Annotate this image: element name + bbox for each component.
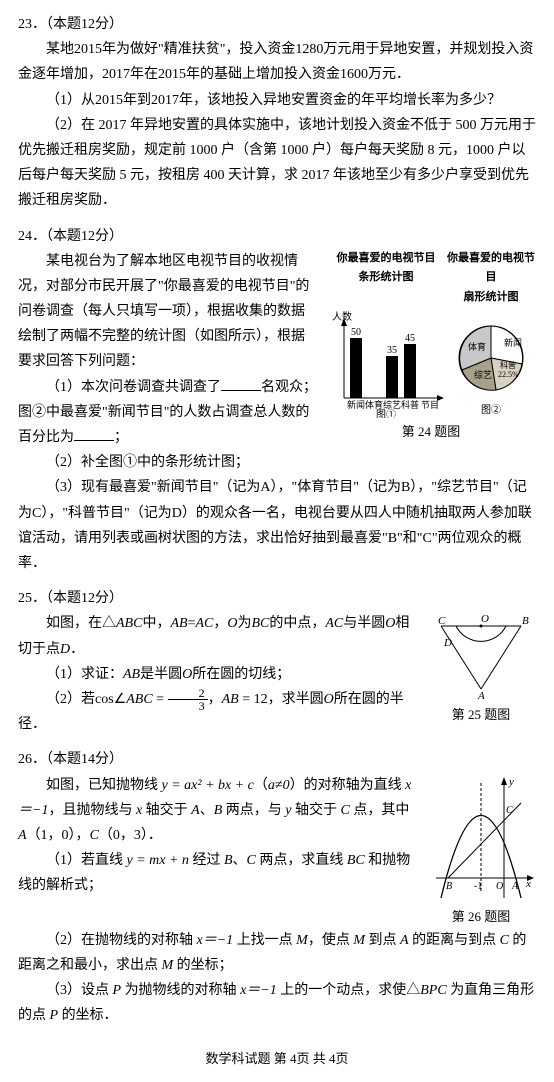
q25-s2: （2）若cos∠ABC = 23，AB = 12，求半圆O所在圆的半径． — [18, 687, 418, 737]
svg-text:B: B — [446, 881, 452, 892]
blank-2 — [74, 427, 114, 441]
fig2-label: 图② — [481, 404, 501, 416]
svg-text:A: A — [511, 881, 519, 892]
svg-text:-1: -1 — [474, 881, 482, 892]
svg-text:科普: 科普 — [401, 399, 419, 410]
q25-diagram: C B O D A — [426, 611, 536, 701]
pie-chart: 新闻 体育 综艺 科普 22.5% 图② — [446, 308, 536, 418]
svg-text:C: C — [438, 615, 446, 627]
question-25: 25．（本题12分） 如图，在△ABC中，AB=AC，O为BC的中点，AC与半圆… — [18, 586, 536, 737]
bar-chart-title: 你最喜爱的电视节目 条形统计图 — [326, 249, 446, 308]
svg-text:综艺: 综艺 — [474, 369, 492, 380]
svg-text:22.5%: 22.5% — [498, 370, 519, 379]
bar-science — [404, 344, 416, 398]
q24-caption: 第 24 题图 — [402, 420, 461, 443]
q24-s1: （1）本次问卷调查共调查了名观众；图②中最喜爱"新闻节目"的人数占调查总人数的百… — [18, 375, 318, 451]
question-24: 24．（本题12分） 某电视台为了解本地区电视节目的收视情况，对部分市民开展了"… — [18, 224, 536, 577]
q26-s1: （1）若直线 y = mx + n 经过 B、C 两点，求直线 BC 和抛物线的… — [18, 848, 418, 898]
svg-text:x: x — [525, 878, 531, 890]
q25-p1: 如图，在△ABC中，AB=AC，O为BC的中点，AC与半圆O相切于点D． — [18, 611, 418, 661]
svg-text:节目: 节目 — [421, 400, 439, 410]
q26-diagram: x y C B A O -1 — [426, 773, 536, 903]
bar-science-val: 45 — [405, 333, 415, 344]
svg-text:y: y — [508, 776, 514, 788]
question-26: 26．（本题14分） 如图，已知抛物线 y = ax² + bx + c（a≠0… — [18, 747, 536, 1028]
svg-text:D: D — [443, 637, 452, 649]
q25-header: 25．（本题12分） — [18, 586, 536, 611]
page-footer: 数学科试题 第 4页 共 4页 — [18, 1047, 536, 1070]
svg-text:体育: 体育 — [365, 399, 383, 410]
svg-text:O: O — [496, 881, 503, 892]
q25-figure: C B O D A 第 25 题图 — [426, 611, 536, 737]
q26-s2: （2）在抛物线的对称轴 x＝−1 上找一点 M，使点 M 到点 A 的距离与到点… — [18, 928, 536, 978]
ylabel: 人数 — [332, 310, 352, 323]
question-23: 23．（本题12分） 某地2015年为做好"精准扶贫"，投入资金1280万元用于… — [18, 12, 536, 214]
q24-figure: 你最喜爱的电视节目 条形统计图 你最喜爱的电视节目 扇形统计图 人数 50 35 — [326, 249, 536, 451]
q23-s1: （1）从2015年到2017年，该地投入异地安置资金的年平均增长率为多少？ — [18, 88, 536, 113]
fig1-label: 图① — [376, 409, 396, 418]
bar-variety — [386, 356, 398, 398]
q26-s3: （3）设点 P 为抛物线的对称轴 x＝−1 上的一个动点，求使△BPC 为直角三… — [18, 978, 536, 1028]
q26-caption: 第 26 题图 — [452, 905, 511, 928]
svg-text:科普: 科普 — [500, 360, 516, 370]
q26-p1: 如图，已知抛物线 y = ax² + bx + c（a≠0）的对称轴为直线 x＝… — [18, 773, 418, 849]
q24-s3: （3）现有最喜爱"新闻节目"（记为A），"体育节目"（记为B），"综艺节目"（记… — [18, 475, 536, 576]
q24-header: 24．（本题12分） — [18, 224, 536, 249]
bar-variety-val: 35 — [387, 345, 397, 356]
svg-text:B: B — [522, 615, 529, 627]
blank-1 — [221, 377, 261, 391]
pie-chart-title: 你最喜爱的电视节目 扇形统计图 — [446, 249, 536, 308]
svg-text:C: C — [506, 805, 513, 816]
svg-text:综艺: 综艺 — [383, 399, 401, 410]
q25-caption: 第 25 题图 — [452, 703, 511, 726]
q26-figure: x y C B A O -1 第 26 题图 — [426, 773, 536, 928]
bar-news — [350, 338, 362, 398]
q23-header: 23．（本题12分） — [18, 12, 536, 37]
q25-s1: （1）求证：AB是半圆O所在圆的切线； — [18, 662, 418, 687]
q24-s2: （2）补全图①中的条形统计图； — [18, 450, 536, 475]
svg-text:新闻: 新闻 — [347, 399, 365, 410]
svg-text:A: A — [477, 690, 485, 701]
q23-p1: 某地2015年为做好"精准扶贫"，投入资金1280万元用于异地安置，并规划投入资… — [18, 37, 536, 87]
q24-s1a: （1）本次问卷调查共调查了 — [46, 380, 221, 395]
q24-p1: 某电视台为了解本地区电视节目的收视情况，对部分市民开展了"你最喜爱的电视节目"的… — [18, 249, 318, 375]
q26-header: 26．（本题14分） — [18, 747, 536, 772]
svg-text:新闻: 新闻 — [504, 337, 522, 348]
svg-text:O: O — [481, 613, 489, 625]
q23-s2: （2）在 2017 年异地安置的具体实施中，该地计划投入资金不低于 500 万元… — [18, 113, 536, 214]
q24-s1c: ； — [114, 430, 128, 445]
svg-text:体育: 体育 — [468, 341, 486, 352]
bar-news-val: 50 — [351, 327, 361, 338]
bar-chart: 人数 50 35 45 新闻 体育 综艺 科普 节目 — [326, 308, 446, 418]
